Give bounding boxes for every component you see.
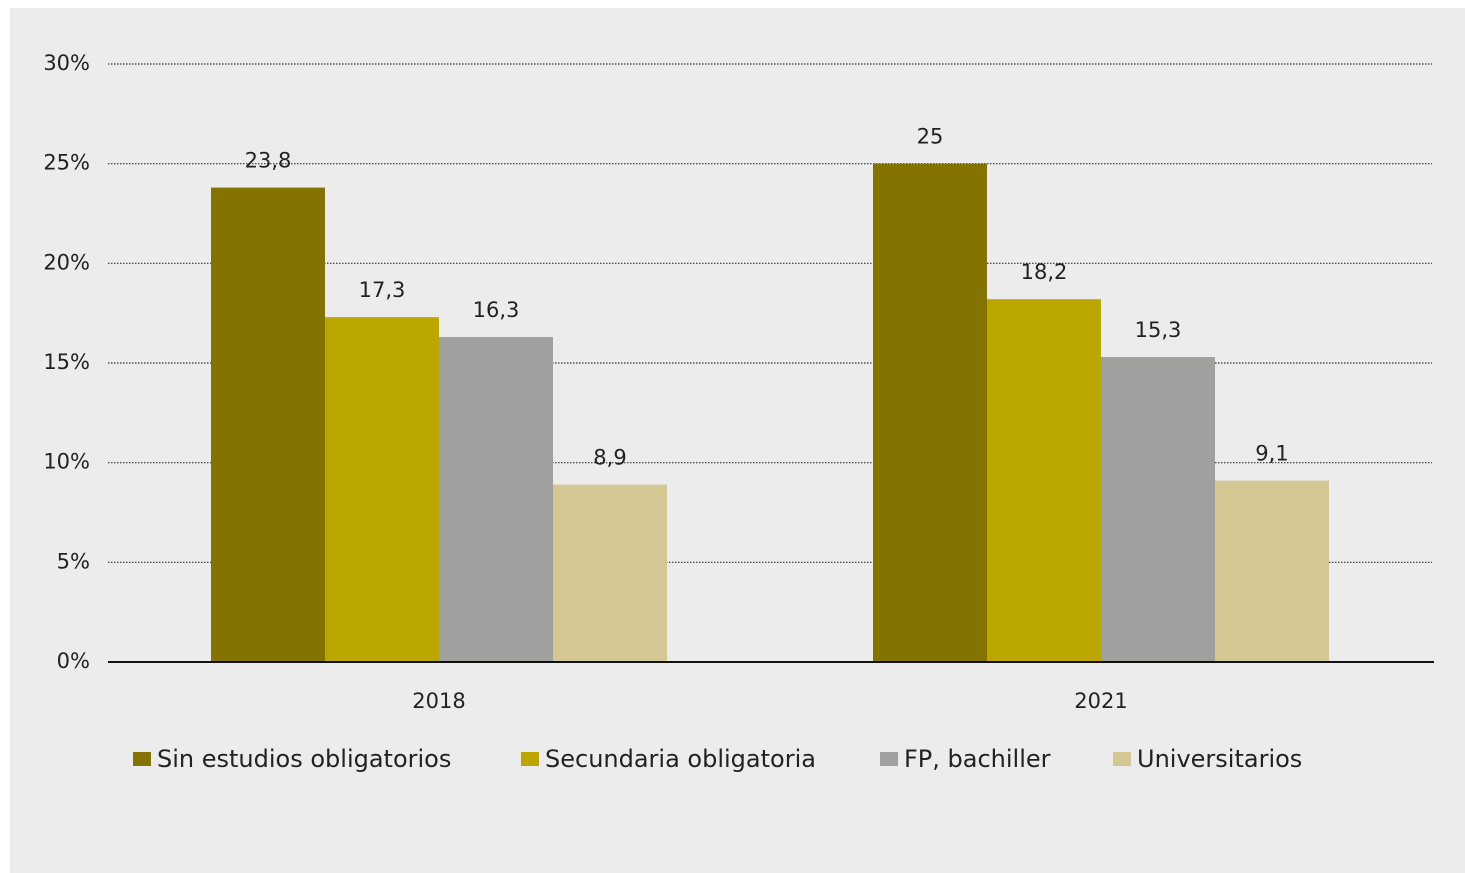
value-label: 8,9 bbox=[593, 446, 626, 470]
legend-label: Universitarios bbox=[1137, 745, 1302, 773]
x-tick-label: 2021 bbox=[1074, 689, 1127, 713]
bar bbox=[211, 187, 325, 662]
legend-swatch bbox=[880, 752, 898, 766]
y-tick-label: 0% bbox=[57, 649, 90, 673]
bar bbox=[439, 337, 553, 662]
bar bbox=[1101, 357, 1215, 662]
value-label: 15,3 bbox=[1135, 318, 1182, 342]
value-label: 9,1 bbox=[1255, 442, 1288, 466]
legend-swatch bbox=[133, 752, 151, 766]
y-tick-label: 10% bbox=[43, 450, 90, 474]
value-label: 25 bbox=[917, 125, 944, 149]
y-tick-label: 30% bbox=[43, 51, 90, 75]
y-tick-label: 5% bbox=[57, 549, 90, 573]
legend-label: Secundaria obligatoria bbox=[545, 745, 816, 773]
y-tick-label: 20% bbox=[43, 250, 90, 274]
bar bbox=[873, 163, 987, 662]
bar bbox=[553, 484, 667, 662]
value-label: 23,8 bbox=[245, 149, 292, 173]
value-label: 16,3 bbox=[473, 298, 520, 322]
y-tick-label: 25% bbox=[43, 151, 90, 175]
bar bbox=[987, 299, 1101, 662]
legend-label: Sin estudios obligatorios bbox=[157, 745, 451, 773]
x-tick-label: 2018 bbox=[412, 689, 465, 713]
bar bbox=[1215, 480, 1329, 662]
legend-swatch bbox=[1113, 752, 1131, 766]
value-label: 18,2 bbox=[1021, 260, 1068, 284]
legend-label: FP, bachiller bbox=[904, 745, 1051, 773]
bar bbox=[325, 317, 439, 662]
legend-swatch bbox=[521, 752, 539, 766]
value-label: 17,3 bbox=[359, 278, 406, 302]
y-tick-label: 15% bbox=[43, 350, 90, 374]
